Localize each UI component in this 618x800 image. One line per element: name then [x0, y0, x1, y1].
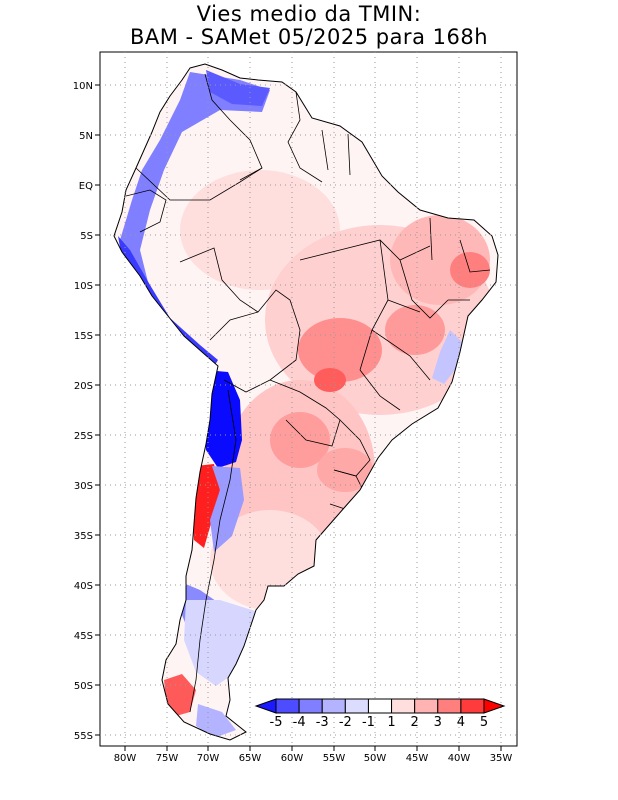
bias-andes-negative-chile-north — [204, 370, 242, 468]
colorbar-box — [460, 698, 485, 714]
bias-core-chaco — [270, 412, 330, 468]
border-peru-brazil — [179, 247, 259, 313]
lat-label: 50S — [74, 681, 93, 692]
lat-label: 55S — [74, 731, 93, 742]
border-argentina-chile — [189, 389, 237, 713]
bias-tierra-del-fuego-positive — [164, 674, 196, 716]
colorbar-box — [414, 698, 439, 714]
border-guianas — [321, 129, 351, 176]
lat-label: 45S — [74, 631, 93, 642]
map-title-line1: Vies medio da TMIN: — [196, 2, 422, 26]
colorbar-label: 1 — [387, 715, 395, 730]
border-colombia-peru — [135, 167, 263, 201]
longitude-labels: 80W 75W 70W 65W 60W 55W 50W 45W 40W 35W — [114, 753, 513, 764]
colorbar — [254, 698, 506, 714]
lon-label: 55W — [323, 753, 346, 764]
bias-tierra-del-fuego-negative — [196, 704, 236, 738]
lon-label: 45W — [406, 753, 429, 764]
colorbar-box — [367, 698, 393, 714]
lon-label: 70W — [197, 753, 220, 764]
colorbar-label: -4 — [293, 715, 306, 730]
colorbar-box — [391, 698, 416, 714]
lat-label: 15S — [74, 331, 93, 342]
lat-label: 10N — [73, 81, 93, 92]
lon-label: 35W — [490, 753, 513, 764]
border-brazil-states — [299, 217, 491, 411]
bias-core-pernambuco — [450, 252, 490, 288]
lat-label: 5N — [79, 131, 93, 142]
lon-label: 75W — [156, 753, 179, 764]
lon-label: 80W — [114, 753, 137, 764]
colorbar-label: 2 — [411, 715, 419, 730]
colorbar-label: -5 — [270, 715, 283, 730]
axis-ticks — [95, 84, 502, 751]
bias-core-pantanal — [314, 368, 346, 392]
lat-label: 20S — [74, 381, 93, 392]
lat-label: 30S — [74, 481, 93, 492]
colorbar-box — [344, 698, 369, 714]
colorbar-box — [321, 698, 346, 714]
colorbar-box — [298, 698, 323, 714]
border-ecuador — [125, 189, 167, 233]
coastline — [113, 63, 499, 741]
colorbar-box — [437, 698, 462, 714]
colorbar-label: 5 — [480, 715, 488, 730]
lon-label: 50W — [364, 753, 387, 764]
colorbar-label: -2 — [339, 715, 352, 730]
border-venezuela-guyana — [287, 91, 323, 183]
lat-label: 25S — [74, 431, 93, 442]
lat-label: 40S — [74, 581, 93, 592]
bias-venezuela-negative — [206, 70, 270, 106]
lat-label: 10S — [74, 281, 93, 292]
bias-andes-positive-chile-central — [192, 464, 220, 548]
bias-east-coast-negative — [432, 330, 462, 384]
map-title-line2: BAM - SAMet 05/2025 para 168h — [129, 25, 489, 49]
colorbar-labels: -5 -4 -3 -2 -1 1 2 3 4 5 — [270, 715, 489, 730]
lon-label: 40W — [448, 753, 471, 764]
colorbar-arrow-right — [483, 698, 506, 714]
latitude-labels: 10N 5N EQ 5S 10S 15S 20S 25S 30S 35S 40S… — [73, 81, 93, 742]
colorbar-label: 3 — [434, 715, 442, 730]
colorbar-label: -3 — [316, 715, 329, 730]
lon-label: 60W — [281, 753, 304, 764]
lat-label: EQ — [79, 181, 93, 192]
bias-core-uruguay — [317, 448, 373, 492]
country-borders — [125, 73, 491, 713]
lat-label: 5S — [80, 231, 93, 242]
graticule — [100, 52, 517, 746]
lat-label: 35S — [74, 531, 93, 542]
colorbar-box — [275, 698, 300, 714]
colorbar-label: 4 — [457, 715, 465, 730]
colorbar-label: -1 — [362, 715, 375, 730]
lon-label: 65W — [239, 753, 262, 764]
border-bolivia — [209, 289, 301, 393]
